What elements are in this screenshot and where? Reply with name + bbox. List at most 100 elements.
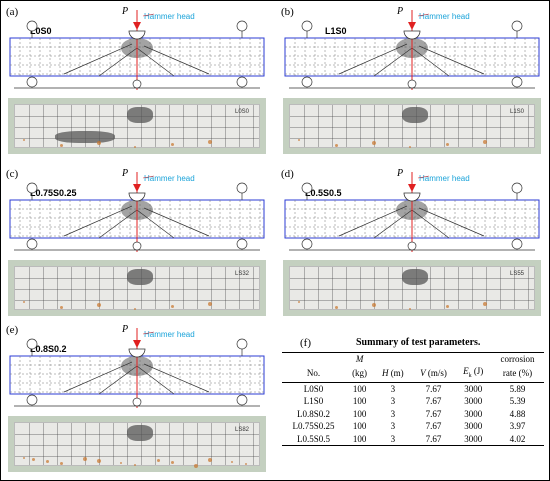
table-row: L0.5S0.5 100 3 7.67 3000 4.02 xyxy=(282,432,544,447)
gauge-icon xyxy=(236,338,248,350)
hammer-head-icon xyxy=(403,30,421,40)
table-cell: 3 xyxy=(390,408,396,419)
col-header-m-unit: (kg) xyxy=(345,365,375,383)
table-cell: 100 xyxy=(352,421,367,432)
gauge-icon xyxy=(26,182,38,194)
crack-line xyxy=(63,205,133,237)
col-header-no-main: No. xyxy=(282,365,346,383)
hammer-pointer xyxy=(142,331,155,335)
table-cell: 7.67 xyxy=(425,383,442,394)
table-cell: 3 xyxy=(390,421,396,432)
gauge-icon xyxy=(511,20,523,32)
specimen-mark: L1S0 xyxy=(509,109,524,115)
col-header-corrosion: corrosion xyxy=(491,352,544,365)
table-cell: L1S0 xyxy=(303,396,324,407)
panel-label: (d) xyxy=(281,168,294,180)
beam-diagram xyxy=(9,328,265,408)
table-cell: 5.89 xyxy=(509,383,526,394)
specimen-name: L0.5S0.5 xyxy=(305,188,342,198)
beam-diagram xyxy=(9,10,265,90)
specimen-mark: L0S0 xyxy=(234,109,249,115)
table-cell: 7.67 xyxy=(425,421,442,432)
hammer-pointer xyxy=(417,13,430,17)
table-cell: 3.97 xyxy=(509,421,526,432)
crack-line xyxy=(418,45,485,75)
support-roller-icon xyxy=(26,238,38,250)
table-cell: 3000 xyxy=(464,383,483,394)
crack-line xyxy=(373,209,413,239)
crack-line xyxy=(143,45,210,75)
hammer-head-icon xyxy=(128,192,146,202)
panel-label: (c) xyxy=(6,168,19,180)
specimen-photo: L0S0 xyxy=(8,98,266,154)
table-cell: 3000 xyxy=(464,396,483,407)
specimen-name: L0.8S0.2 xyxy=(30,344,67,354)
gauge-icon xyxy=(301,182,313,194)
table-cell: 4.02 xyxy=(491,432,544,447)
hammer-head-icon xyxy=(128,30,146,40)
col-header-v-unit: V (m/s) xyxy=(411,365,456,383)
table-cell: L0.8S0.2 xyxy=(297,408,331,419)
table-cell: 100 xyxy=(352,396,367,407)
midspan-gauge-icon xyxy=(132,79,142,89)
specimen-name: L1S0 xyxy=(325,26,347,36)
col-header-h-unit: H (m) xyxy=(374,365,412,383)
midspan-gauge-icon xyxy=(132,397,142,407)
impact-arrow-icon xyxy=(133,340,141,348)
specimen-slab: LS82 xyxy=(14,422,260,468)
hammer-pointer xyxy=(142,175,155,179)
col-header-no xyxy=(282,352,346,365)
support-roller-icon xyxy=(301,76,313,88)
gauge-icon xyxy=(236,182,248,194)
table-cell: 100 xyxy=(352,408,367,419)
crack-line xyxy=(338,205,408,237)
table-cell: 3000 xyxy=(464,408,483,419)
photo-damage xyxy=(127,425,153,441)
hammer-head-icon xyxy=(403,192,421,202)
support-roller-icon xyxy=(236,76,248,88)
crack-line xyxy=(98,209,138,239)
specimen-name: L0.75S0.25 xyxy=(30,188,77,198)
table-cell: 7.67 xyxy=(411,432,456,447)
hammer-head-icon xyxy=(128,348,146,358)
panel-1: (b) L1S0 P Hammer head L1S0 xyxy=(279,4,545,159)
table-row: L0.75S0.25 100 3 7.67 3000 3.97 xyxy=(282,420,544,433)
support-roller-icon xyxy=(26,76,38,88)
specimen-slab: LS55 xyxy=(289,266,535,310)
crack-line xyxy=(373,47,413,77)
specimen-name: L0S0 xyxy=(30,26,52,36)
hammer-pointer xyxy=(417,175,430,179)
table-cell: 5.39 xyxy=(509,396,526,407)
midspan-gauge-icon xyxy=(132,241,142,251)
beam-diagram xyxy=(284,10,540,90)
hammer-pointer xyxy=(142,13,155,17)
table-cell: 3 xyxy=(390,383,396,394)
table-cell: L0S0 xyxy=(303,383,324,394)
force-label: P xyxy=(397,168,404,179)
gauge-icon xyxy=(301,20,313,32)
panel-4: (e) L0.8S0.2 P Hammer head LS82 xyxy=(4,322,270,477)
hammer-head-label: Hammer head xyxy=(419,174,470,183)
photo-damage xyxy=(127,269,153,285)
beam-diagram xyxy=(9,172,265,252)
hammer-head-label: Hammer head xyxy=(144,330,195,339)
midspan-gauge-icon xyxy=(407,79,417,89)
table-row: L0.8S0.2 100 3 7.67 3000 4.88 xyxy=(282,408,544,421)
table-cell: 7.67 xyxy=(425,396,442,407)
crack-line xyxy=(63,43,133,75)
panel-label: (e) xyxy=(6,324,19,336)
table-cell: 3 xyxy=(390,396,396,407)
crack-line xyxy=(143,363,210,393)
panel-2: (c) L0.75S0.25 P Hammer head LS32 xyxy=(4,166,270,321)
crack-line xyxy=(136,209,175,239)
impact-arrow-icon xyxy=(133,184,141,192)
table-row: L0S0 100 3 7.67 3000 5.89 xyxy=(282,382,544,395)
crack-line xyxy=(98,47,138,77)
panel-f-label: (f) xyxy=(300,337,311,349)
table-cell: 3000 xyxy=(455,432,491,447)
photo-damage xyxy=(402,107,428,123)
force-label: P xyxy=(122,6,129,17)
col-header-e xyxy=(455,352,491,365)
specimen-photo: LS82 xyxy=(8,416,266,472)
table-row: L1S0 100 3 7.67 3000 5.39 xyxy=(282,395,544,408)
